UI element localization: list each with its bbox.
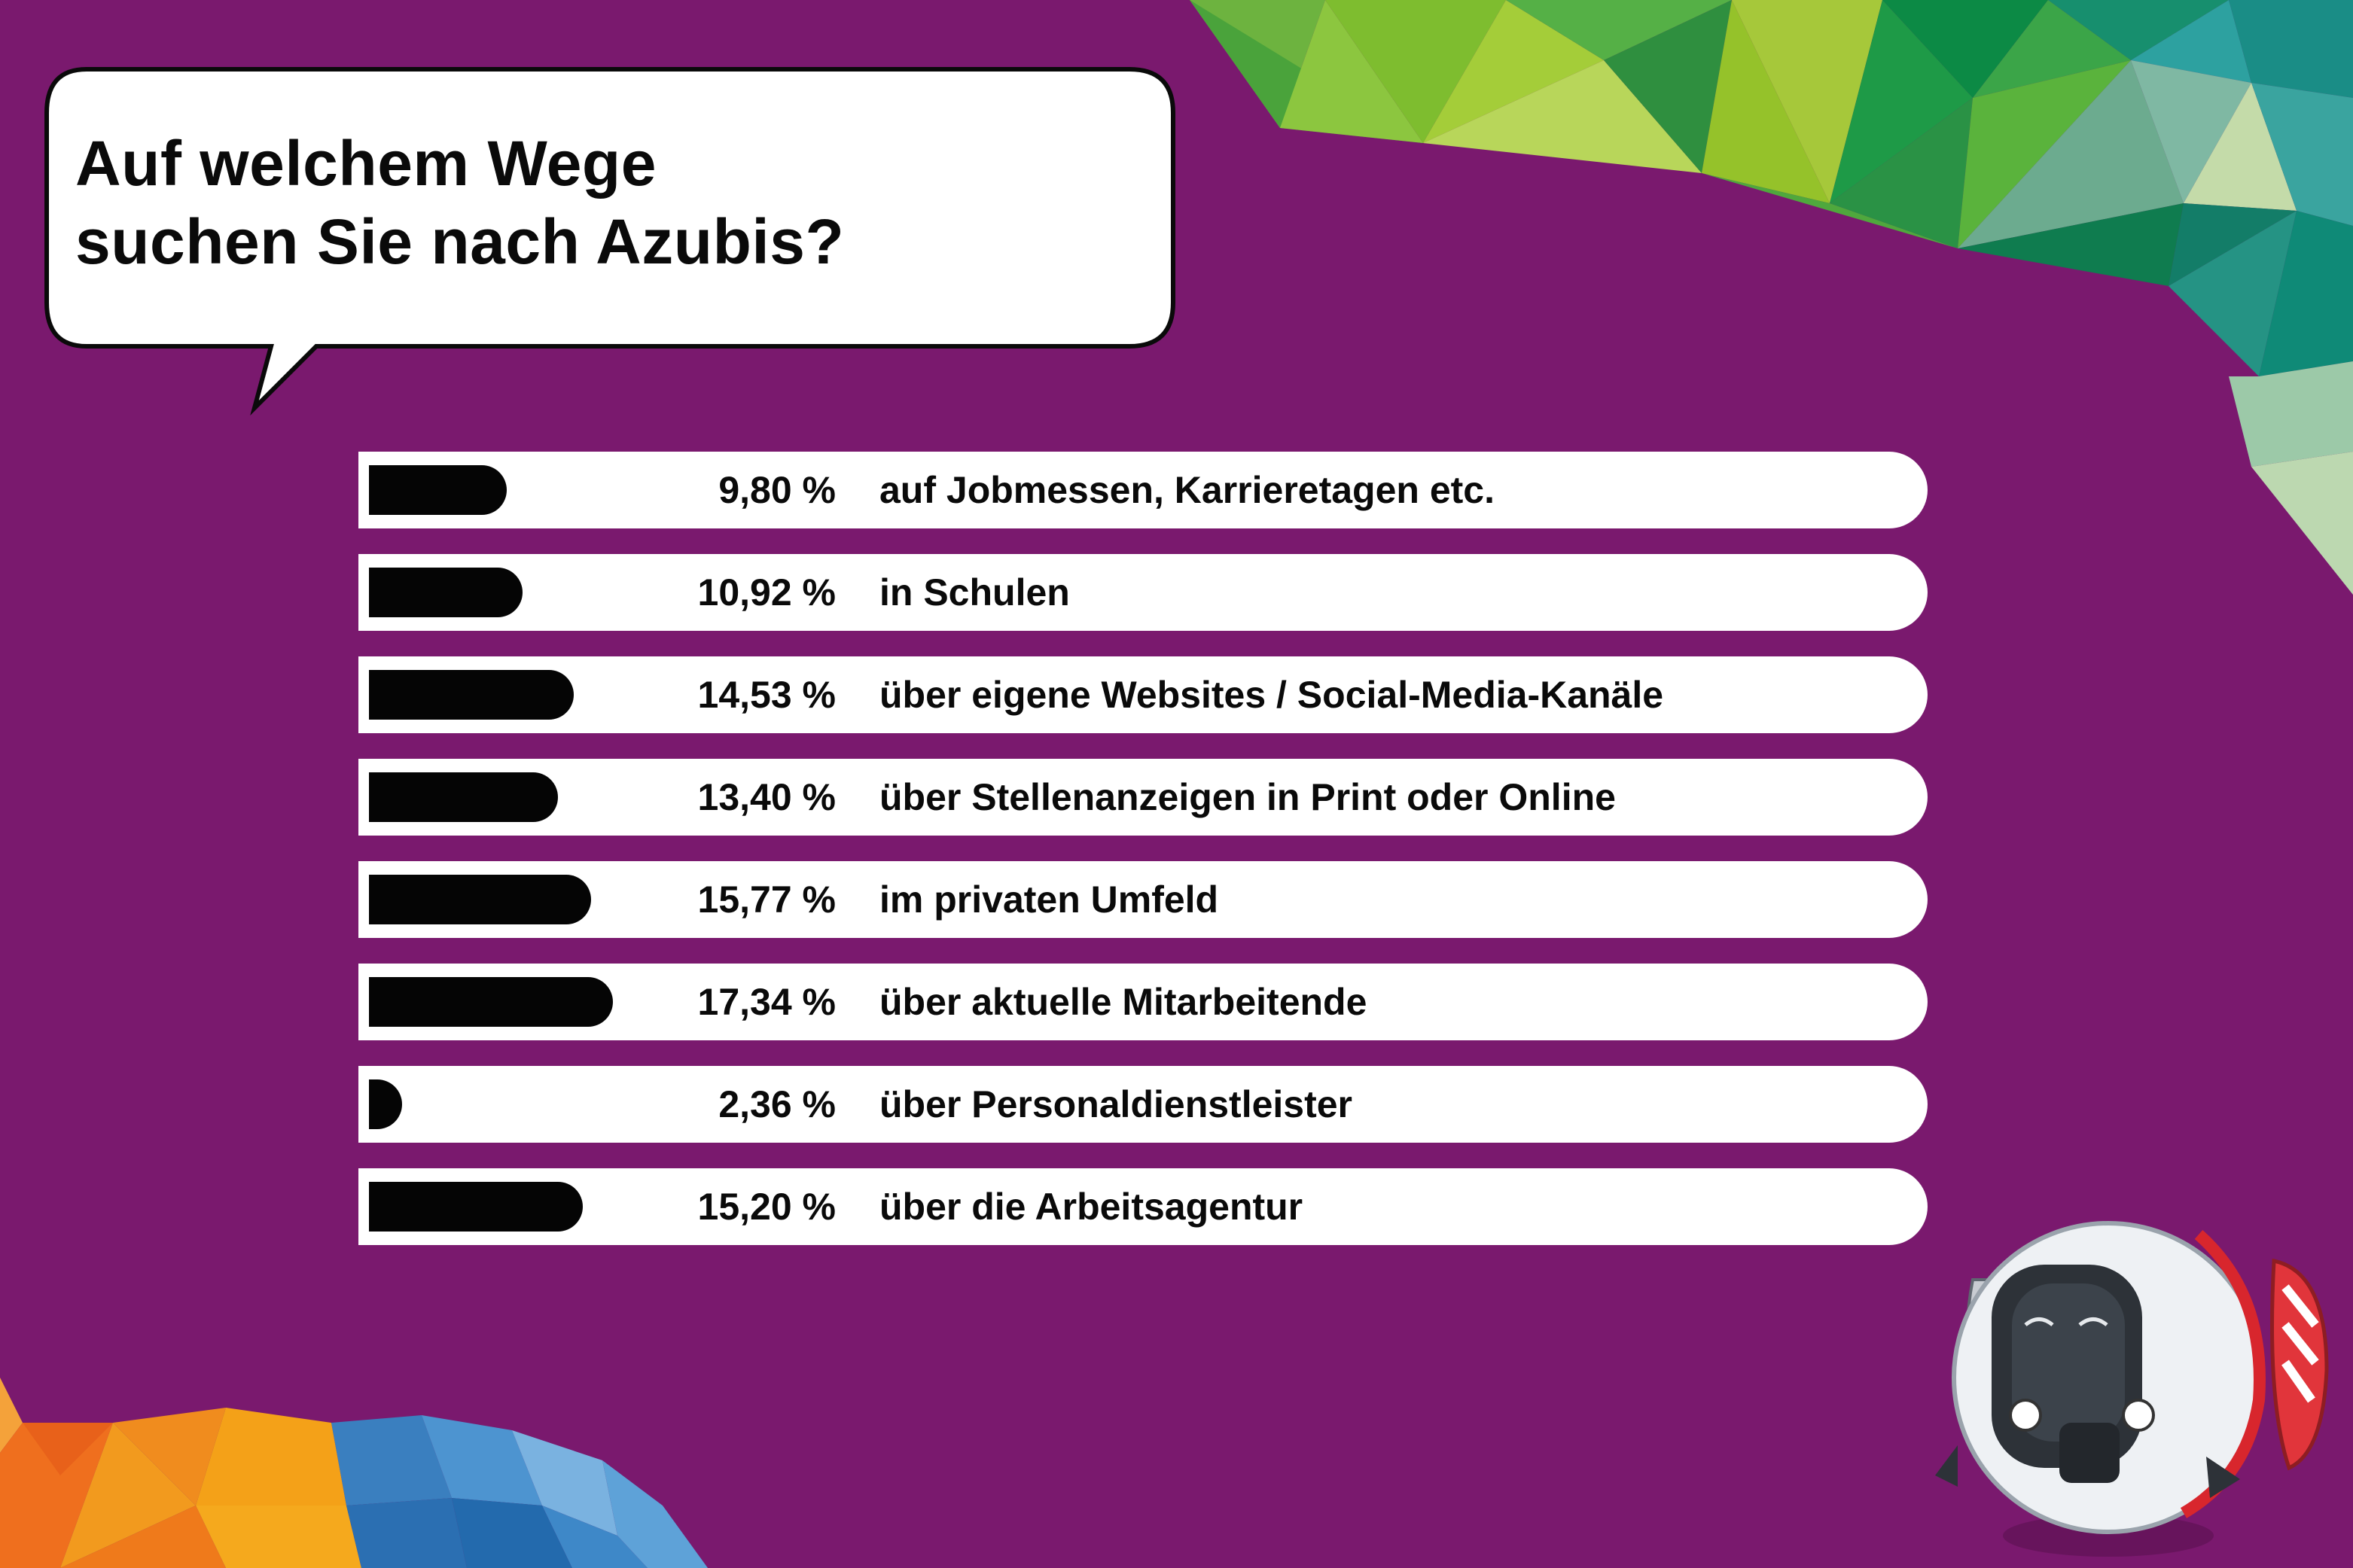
bar-value-label: 10,92 %: [697, 571, 836, 613]
bar-value-label: 14,53 %: [697, 674, 836, 716]
bar-row: 15,77 % im privaten Umfeld: [358, 861, 1928, 938]
bar-row: 2,36 % über Personaldienstleister: [358, 1066, 1928, 1143]
bar-value-label: 2,36 %: [718, 1083, 836, 1125]
speech-bubble-icon: [44, 67, 1175, 416]
bar-category-label: über eigene Websites / Social-Media-Kanä…: [879, 674, 1664, 716]
bar-row: 17,34 % über aktuelle Mitarbeitende: [358, 964, 1928, 1040]
chart-title-line-2: suchen Sie nach Azubis?: [75, 206, 845, 277]
bar: [369, 875, 591, 924]
bar-row: 10,92 % in Schulen: [358, 554, 1928, 631]
bar-value-label: 15,20 %: [697, 1186, 836, 1228]
bar-value-label: 15,77 %: [697, 878, 836, 921]
bar-row: 14,53 % über eigene Websites / Social-Med…: [358, 656, 1928, 733]
bar-row: 15,20 % über die Arbeitsagentur: [358, 1168, 1928, 1245]
bar: [369, 1182, 584, 1232]
chart-title: Auf welchem Wege suchen Sie nach Azubis?: [75, 124, 1160, 281]
bar-value-label: 13,40 %: [697, 776, 836, 818]
title-speech-bubble: [44, 67, 1175, 416]
bar-category-label: in Schulen: [879, 571, 1070, 613]
bar-row: 13,40 % über Stellenanzeigen in Print ode…: [358, 759, 1928, 836]
bar-value-label: 17,34 %: [697, 981, 836, 1023]
bar-value-label: 9,80 %: [718, 469, 836, 511]
bar: [369, 568, 523, 617]
bar: [369, 670, 574, 720]
bar: [369, 977, 614, 1027]
bar-category-label: über Stellenanzeigen in Print oder Onlin…: [879, 776, 1616, 818]
bar-category-label: auf Jobmessen, Karrieretagen etc.: [879, 469, 1495, 511]
bar: [369, 465, 507, 515]
bar-row: 9,80 % auf Jobmessen, Karrieretagen etc.: [358, 452, 1928, 528]
bar-category-label: über Personaldienstleister: [879, 1083, 1353, 1125]
bar-category-label: im privaten Umfeld: [879, 878, 1219, 921]
bar-category-label: über aktuelle Mitarbeitende: [879, 981, 1367, 1023]
bar-category-label: über die Arbeitsagentur: [879, 1186, 1303, 1228]
bar: [369, 772, 558, 822]
chart-title-line-1: Auf welchem Wege: [75, 128, 657, 199]
